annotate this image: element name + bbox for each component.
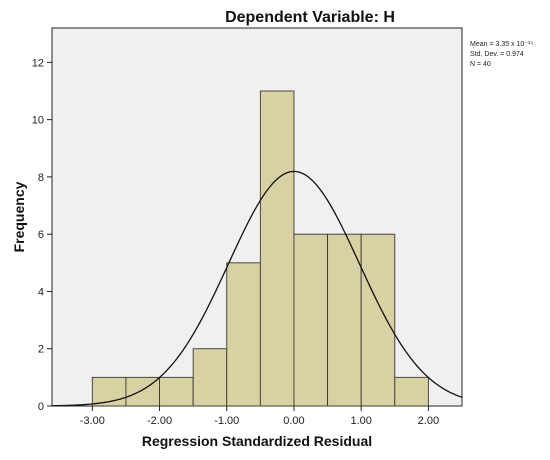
y-axis-label: Frequency (11, 181, 27, 252)
axes-layer: 0 2 4 6 8 10 12 -3.00 -2.00 -1.00 0.00 1.00 2.00 (32, 57, 439, 427)
stats-box: Mean = 3.35 x 10⁻¹⁵ Std. Dev. = 0.974 N … (470, 41, 533, 68)
stats-n: N = 40 (470, 61, 491, 68)
y-tick-label-3: 6 (38, 229, 44, 241)
x-axis-label: Regression Standardized Residual (142, 433, 372, 449)
normal-curve (51, 170, 463, 407)
y-tick-label-1: 2 (38, 344, 44, 356)
histogram-bar-3 (192, 348, 228, 407)
y-tick-label-6: 12 (32, 57, 44, 69)
x-tick-label-0: -3.00 (80, 415, 105, 427)
x-tick-label-4: 1.00 (350, 415, 371, 427)
stats-mean: Mean = 3.35 x 10⁻¹⁵ (470, 41, 533, 48)
histogram-bar-7 (327, 233, 362, 407)
y-tick-label-2: 4 (38, 286, 44, 298)
y-tick-label-0: 0 (38, 401, 44, 413)
x-tick-label-5: 2.00 (418, 415, 439, 427)
chart-title: Dependent Variable: H (225, 9, 395, 26)
histogram-bar-2 (159, 376, 194, 407)
histogram-bar-6 (293, 233, 329, 407)
y-tick-label-4: 8 (38, 172, 44, 184)
x-tick-label-2: -1.00 (214, 415, 239, 427)
bars-layer (91, 90, 429, 407)
x-tick-label-1: -2.00 (147, 415, 172, 427)
histogram-bar-5 (259, 90, 295, 407)
histogram-bar-4 (226, 262, 261, 407)
histogram-bar-9 (394, 376, 429, 407)
y-tick-label-5: 10 (32, 115, 44, 127)
stats-std-dev: Std. Dev. = 0.974 (470, 51, 524, 58)
x-tick-label-3: 0.00 (283, 415, 304, 427)
histogram-bar-8 (360, 233, 396, 407)
